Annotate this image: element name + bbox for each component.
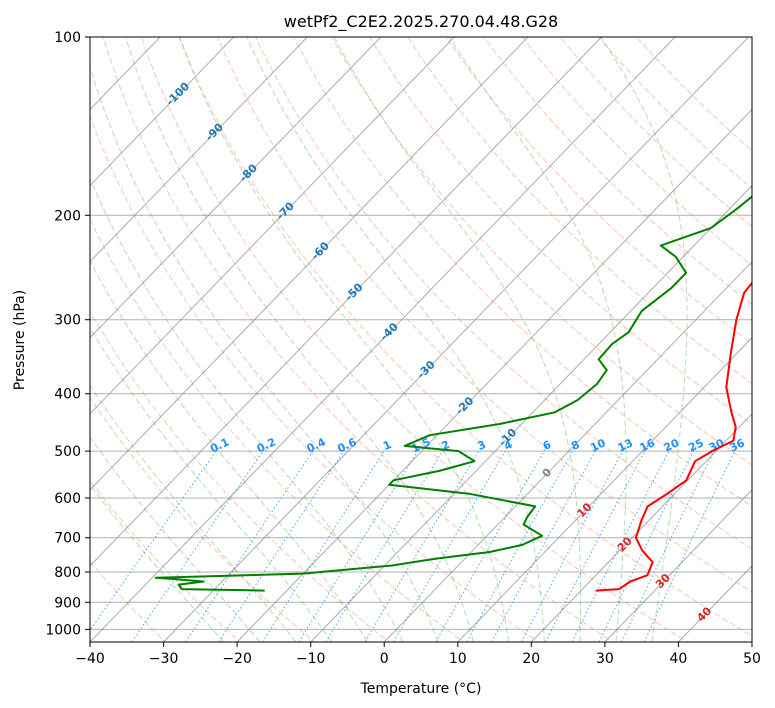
x-axis-ticks: −40 −30 −20 −10 0 10 20 30 40 50 [75,642,761,667]
mixing-ratio-label: 13 [616,436,635,454]
mixing-ratio-line [466,445,577,642]
y-axis-label: Pressure (hPa) [12,290,28,390]
x-tick-label: −10 [296,651,326,667]
moist-adiabat [246,37,545,642]
x-tick-label: −30 [149,651,179,667]
dry-adiabat [90,310,390,642]
isotherm [383,260,752,642]
mixing-ratio-line [545,445,649,642]
y-tick-label: 100 [54,30,81,46]
isotherm [530,413,752,642]
y-axis-ticks: 100 200 300 400 500 600 700 800 900 1000 [45,30,90,638]
dry-adiabat [293,37,752,508]
x-tick-label: 50 [743,651,761,667]
x-tick-label: −40 [75,651,105,667]
dry-adiabat [90,397,316,642]
dry-adiabat [407,37,752,384]
y-tick-label: 600 [54,491,81,507]
y-tick-label: 200 [54,208,81,224]
y-tick-label: 800 [54,565,81,581]
mixing-ratio-line [185,445,317,642]
y-tick-label: 900 [54,595,81,611]
mixing-ratio-line [621,445,718,642]
isotherm [310,184,752,642]
background-lines [90,37,752,642]
dry-adiabat [255,37,752,550]
mixing-ratio-line [393,445,509,642]
mixing-ratio-line [218,445,348,642]
moist-adiabat [178,37,510,642]
moist-adiabat [448,37,627,642]
isotherm [163,37,749,642]
x-tick-label: 40 [669,651,687,667]
x-tick-label: 10 [449,651,467,667]
y-tick-label: 300 [54,313,81,329]
mixing-ratio-label: 20 [662,436,682,454]
dry-adiabat [445,37,752,345]
dry-adiabat [102,37,614,642]
profile-lines [154,195,752,592]
isotherm [604,489,752,642]
isotherm [90,37,602,567]
moist-adiabat [90,259,368,642]
moist-adiabat [90,326,333,642]
moist-adiabat [90,384,297,642]
dry-adiabat [90,114,539,642]
profile-line [595,281,752,592]
y-tick-label: 1000 [45,622,81,638]
isotherm [90,37,676,642]
isotherm [90,37,382,339]
moist-adiabat [90,436,261,642]
plot-frame [89,36,753,643]
isotherm [236,108,752,642]
isotherm [90,37,529,491]
mixing-ratio-line [90,445,221,632]
mixing-ratio-label: 25 [686,436,705,454]
isotherm [90,37,455,415]
mixing-ratio-label: 30 [707,436,727,454]
isotherm [90,37,308,263]
dry-adiabat [331,37,752,466]
x-axis-label: Temperature (°C) [360,681,482,697]
mixing-ratio-line [325,445,447,642]
moist-adiabat [600,37,688,642]
x-tick-label: 20 [522,651,540,667]
mixing-ratio-label: 16 [638,436,658,454]
mixing-ratio-line [571,445,673,642]
moist-adiabat [90,64,439,642]
dry-adiabat [90,560,166,642]
moist-adiabat [90,484,224,642]
moist-adiabat [90,177,404,642]
dry-adiabat [140,37,689,642]
x-tick-label: 30 [596,651,614,667]
x-tick-label: 0 [380,651,389,667]
mixing-ratio-label: 10 [588,436,608,454]
isotherm [457,337,752,642]
x-tick-label: −20 [222,651,252,667]
profile-line [154,195,752,592]
chart-title: wetPf2_C2E2.2025.270.04.48.G28 [284,12,558,32]
mixing-ratio-line [298,445,422,642]
dry-adiabat [90,218,465,642]
mixing-ratio-line [598,445,697,642]
moist-adiabat [333,37,582,642]
mixing-ratio-line [131,445,268,642]
y-tick-label: 500 [54,444,81,460]
y-tick-label: 700 [54,531,81,547]
isotherm [90,37,235,187]
y-tick-label: 400 [54,387,81,403]
mixing-ratio-line [262,445,389,642]
